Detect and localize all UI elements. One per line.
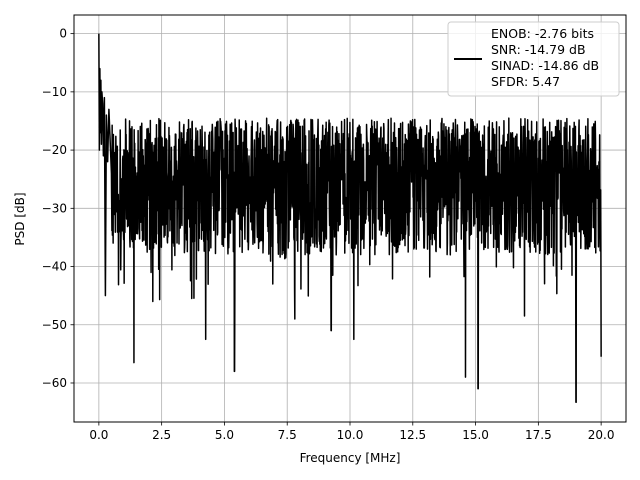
- series-psd: [98, 33, 602, 403]
- psd-line: [98, 33, 602, 403]
- y-axis-label: PSD [dB]: [13, 192, 27, 245]
- legend-box: [447, 21, 620, 97]
- legend: ENOB: -2.76 bits SNR: -14.79 dB SINAD: -…: [447, 21, 620, 97]
- x-tick-label: 17.5: [525, 428, 552, 442]
- tick-marks: [70, 33, 602, 426]
- y-tick-label: −20: [42, 143, 67, 157]
- x-tick-label: 20.0: [588, 428, 615, 442]
- x-tick-label: 15.0: [462, 428, 489, 442]
- x-tick-label: 5.0: [215, 428, 234, 442]
- y-tick-label: 0: [59, 27, 67, 41]
- y-tick-label: −60: [42, 376, 67, 390]
- y-tick-label: −30: [42, 201, 67, 215]
- x-tick-label: 7.5: [278, 428, 297, 442]
- legend-entry-snr: SNR: -14.79 dB: [491, 42, 586, 57]
- legend-entry-sinad: SINAD: -14.86 dB: [491, 58, 599, 73]
- x-tick-label: 2.5: [152, 428, 171, 442]
- legend-entry-sfdr: SFDR: 5.47: [491, 74, 560, 89]
- y-tick-label: −40: [42, 260, 67, 274]
- x-tick-label: 0.0: [89, 428, 108, 442]
- y-tick-label: −10: [42, 85, 67, 99]
- x-tick-label: 12.5: [399, 428, 426, 442]
- y-tick-label: −50: [42, 318, 67, 332]
- legend-entry-enob: ENOB: -2.76 bits: [491, 26, 594, 41]
- x-axis-label: Frequency [MHz]: [300, 451, 401, 465]
- x-tick-label: 10.0: [337, 428, 364, 442]
